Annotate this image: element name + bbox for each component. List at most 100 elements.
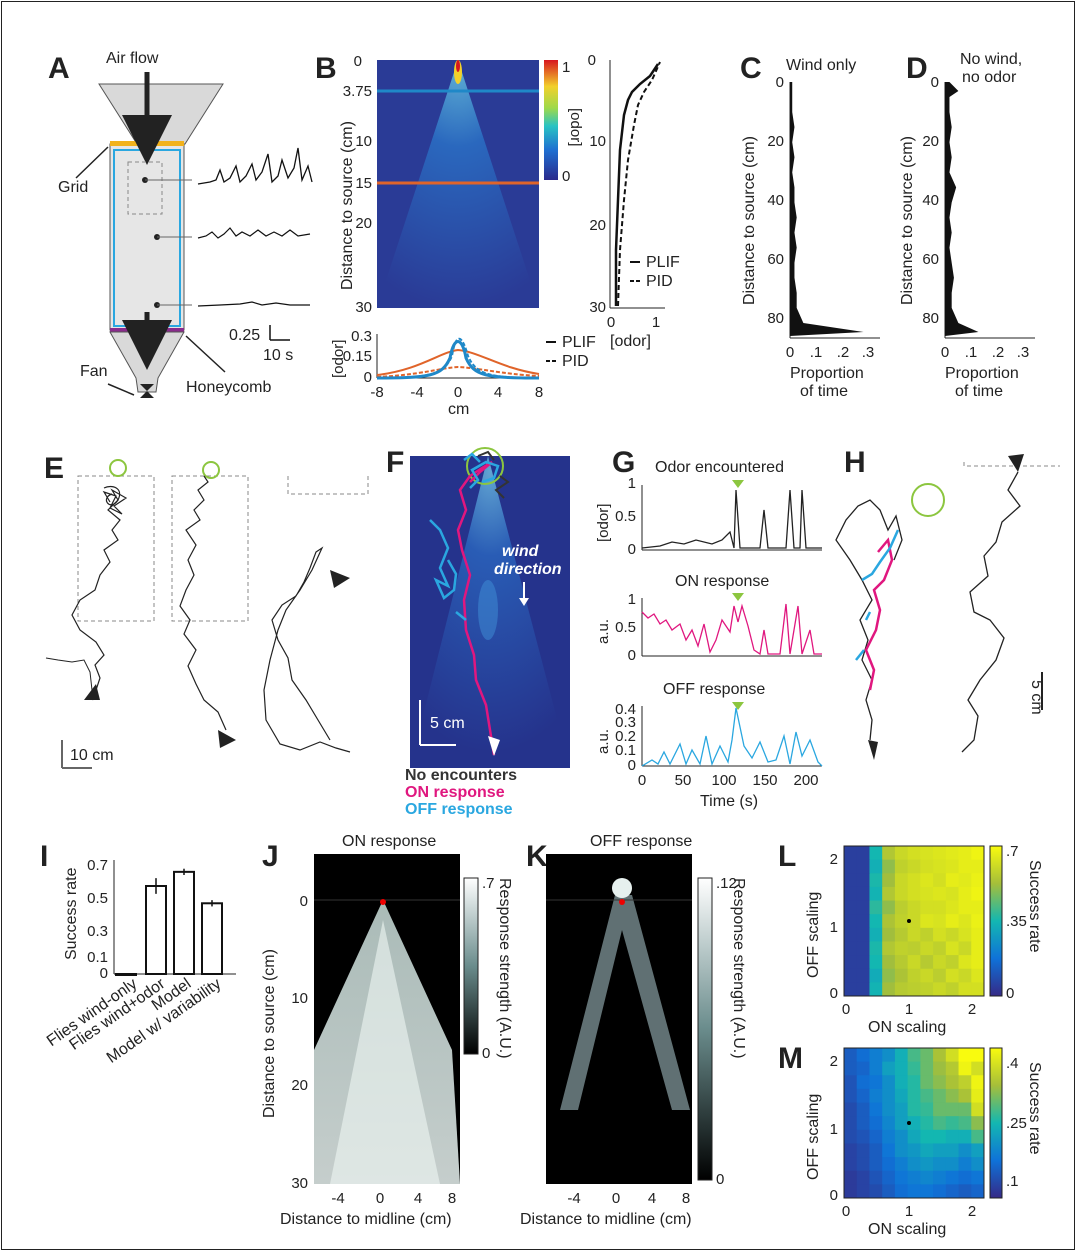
heat-cell	[907, 1184, 921, 1199]
i-ytick: 0.7	[87, 857, 108, 874]
heat-cell	[882, 927, 896, 942]
heat-cell	[933, 1143, 947, 1158]
default-point	[907, 1121, 911, 1125]
fan-label: Fan	[80, 363, 108, 380]
heat-cell	[882, 886, 896, 902]
k-response-peak	[612, 878, 632, 898]
d-ylabel: Distance to source (cm)	[899, 136, 916, 305]
heat-cell	[907, 1061, 921, 1076]
heat-cell	[958, 1170, 972, 1185]
heat-cell	[971, 1048, 985, 1063]
heat-cell	[844, 955, 858, 970]
m-ytick: 2	[830, 1053, 838, 1070]
heat-cell	[920, 1129, 934, 1144]
heat-cell	[844, 1075, 858, 1090]
heat-cell	[869, 927, 883, 942]
g-ytick: 1	[628, 475, 636, 492]
heat-cell	[882, 941, 896, 956]
heat-cell	[971, 1170, 985, 1185]
heat-cell	[882, 914, 896, 929]
l-colorbar	[989, 845, 1003, 997]
panel-m: M 2 1 0 0 1 2 ON scaling OFF scaling .4 …	[778, 1042, 1043, 1238]
j-title: ON response	[342, 833, 436, 850]
heat-cell	[882, 1116, 896, 1131]
heat-cell	[933, 1116, 947, 1131]
trajectory-tail	[45, 657, 95, 701]
cross-ytick: 0.3	[351, 328, 372, 345]
heat-cell	[894, 886, 909, 902]
heat-cell	[945, 873, 960, 888]
heat-cell	[869, 955, 883, 970]
heat-cell	[869, 1143, 883, 1158]
panel-f: F wind direction 5 cm No encounters ON r…	[386, 446, 570, 818]
cross-far-plif	[376, 348, 540, 376]
heat-cell	[907, 1170, 921, 1185]
heat-cell	[882, 1129, 896, 1144]
source-core	[456, 60, 460, 72]
j-xtick: 0	[376, 1190, 384, 1207]
k-colorbar-tick: .12	[716, 875, 737, 892]
m-ytick: 0	[830, 1187, 838, 1204]
heat-cell	[945, 1048, 960, 1063]
panel-l: L 2 1 0 0 1 2 ON scaling OFF scaling .7 …	[778, 840, 1043, 1036]
h-trajectory-off	[855, 529, 900, 661]
i-ytick: 0.3	[87, 923, 108, 940]
source-circle	[202, 461, 220, 479]
heat-cell	[856, 886, 870, 902]
heat-cell	[920, 900, 934, 915]
m-frame	[843, 1047, 985, 1199]
m-heatmap	[844, 1048, 985, 1199]
heat-cell	[933, 982, 947, 997]
heat-cell	[856, 1116, 870, 1131]
c-xlabel-2: of time	[800, 383, 848, 400]
heat-cell	[945, 1088, 960, 1104]
l-frame	[843, 845, 985, 997]
panel-letter-h: H	[844, 446, 866, 479]
heat-cell	[920, 1157, 934, 1172]
heat-cell	[882, 968, 896, 983]
g-xtick: 150	[752, 772, 777, 789]
g-xtick: 200	[793, 772, 818, 789]
heat-cell	[945, 1116, 960, 1131]
heat-cell	[869, 846, 883, 861]
heat-cell	[958, 900, 972, 915]
panel-letter-c: C	[740, 52, 762, 85]
heat-cell	[920, 873, 934, 888]
heat-cell	[958, 941, 972, 956]
g-ytick: 0	[628, 541, 636, 558]
heat-cell	[856, 873, 870, 888]
honeycomb-label: Honeycomb	[186, 379, 271, 396]
heat-cell	[971, 1088, 985, 1104]
i-bar	[201, 902, 223, 975]
heat-cell	[971, 1116, 985, 1131]
i-bars-group	[115, 868, 223, 976]
heat-cell	[920, 914, 934, 929]
heat-cell	[907, 1116, 921, 1131]
source-circle	[911, 483, 945, 517]
panel-a: A Air flow 0.25 10 s Grid Fan Honeycomb	[48, 50, 313, 398]
heat-cell	[945, 859, 960, 874]
panel-letter-a: A	[48, 52, 70, 85]
l-heatmap	[844, 846, 985, 997]
l-colorbar-tick: 0	[1006, 985, 1014, 1002]
heat-cell	[933, 941, 947, 956]
c-ytick: 80	[767, 310, 784, 327]
heat-cell	[920, 1048, 934, 1063]
j-ytick: 30	[291, 1175, 308, 1192]
g-ytick: 0.5	[615, 619, 636, 636]
heat-cell	[882, 1088, 896, 1104]
heat-cell	[971, 1061, 985, 1076]
heat-cell	[945, 1184, 960, 1199]
k-xtick: 4	[648, 1190, 656, 1207]
heat-cell	[894, 1157, 909, 1172]
panel-g: G Odor encountered 1 0.5 0 [odor] ON res…	[595, 446, 823, 810]
heat-cell	[958, 1102, 972, 1117]
j-colorbar-tick: .7	[482, 875, 495, 892]
source-point	[380, 899, 386, 905]
heat-cell	[907, 1143, 921, 1158]
d-xtick: .2	[992, 344, 1005, 361]
g-xlabel: Time (s)	[700, 793, 758, 810]
heat-cell	[971, 968, 985, 983]
heat-cell	[894, 1075, 909, 1090]
